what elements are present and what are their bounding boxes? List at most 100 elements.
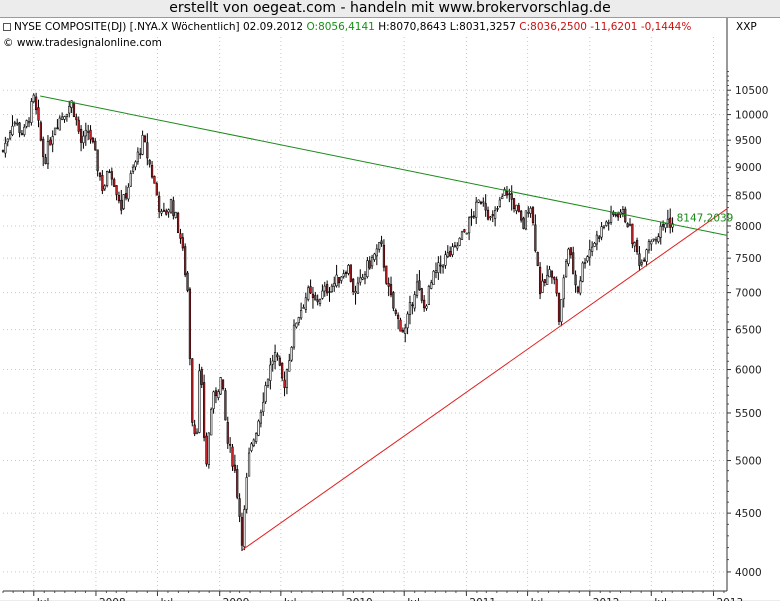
candle-down (146, 142, 149, 159)
candle-up (243, 509, 246, 548)
candle-down (553, 276, 556, 280)
candle-down (423, 299, 426, 309)
candle-down (75, 116, 78, 121)
candle-up (127, 186, 130, 200)
candle-up (58, 117, 61, 131)
candle-down (624, 208, 627, 223)
candle-up (560, 299, 563, 323)
candle-down (411, 304, 414, 307)
candle-down (224, 390, 227, 421)
candle-down (576, 286, 580, 293)
candle-down (598, 236, 601, 239)
candle-up (524, 210, 527, 230)
price-chart[interactable]: 4000 4500 5000 5500 6000 6500 7000 7500 8000 8500… (0, 18, 780, 601)
candle-up (264, 385, 267, 402)
y-tick-label: 4000 (735, 567, 762, 579)
candle-down (496, 208, 499, 210)
candle-up (434, 270, 438, 273)
candle-down (89, 129, 92, 140)
candle-up (68, 106, 71, 114)
candle-down (479, 201, 483, 204)
candle-down (614, 214, 617, 217)
resistance-value-label: 8147,2039 (677, 212, 734, 224)
candle-up (266, 378, 270, 386)
candle-down (191, 358, 194, 423)
candle-down (389, 284, 393, 296)
candle-down (278, 357, 281, 366)
candle-up (460, 231, 464, 240)
candle-down (72, 102, 76, 118)
candle-up (122, 194, 125, 209)
candle-up (465, 232, 468, 235)
candle-up (671, 223, 674, 228)
candle-down (162, 209, 165, 212)
candle-up (359, 277, 362, 283)
candle-up (335, 274, 338, 287)
y-tick-label: 6000 (735, 365, 762, 377)
x-tick-label: Jul (36, 597, 50, 601)
instrument-label: NYSE COMPOSITE(DJ) [.NYA.X Wöchentlich] … (14, 21, 304, 33)
candle-up (217, 391, 220, 398)
labels-layer: 8147,2039 (677, 212, 734, 224)
candle-down (56, 127, 59, 130)
candle-down (20, 133, 24, 135)
x-tick-label: 2011 (469, 597, 496, 601)
candle-up (87, 131, 90, 133)
candle-down (626, 223, 629, 228)
candle-down (394, 309, 397, 314)
candle-up (501, 196, 504, 200)
candle-down (311, 293, 315, 298)
candle-up (366, 260, 369, 278)
y-tick-label: 7000 (735, 288, 762, 300)
candle-down (316, 299, 319, 303)
candle-down (472, 215, 475, 218)
candle-down (120, 199, 123, 211)
candle-up (595, 234, 598, 245)
candle-down (276, 354, 279, 358)
y-tick-label: 6500 (735, 325, 762, 337)
y-tick-label: 10000 (735, 110, 768, 122)
candle-down (669, 217, 672, 228)
candle-down (531, 207, 535, 223)
candle-down (188, 288, 192, 359)
candle-up (565, 260, 568, 278)
candle-down (148, 159, 151, 165)
candle-up (654, 239, 658, 242)
y-tick-label: 9000 (735, 162, 762, 174)
candle-up (425, 305, 428, 309)
candles-layer (1, 92, 674, 552)
candle-up (136, 151, 139, 163)
candle-up (406, 313, 409, 329)
candle-down (158, 195, 161, 212)
candle-up (8, 132, 12, 139)
candle-down (401, 329, 404, 333)
candle-down (221, 379, 225, 390)
candle-down (42, 138, 45, 158)
candle-down (238, 498, 241, 517)
candle-down (536, 252, 539, 266)
y-tick-label: 7500 (735, 253, 762, 265)
candle-up (65, 113, 68, 117)
candle-up (321, 290, 324, 299)
candle-up (23, 126, 26, 135)
candle-down (139, 153, 142, 156)
candle-up (174, 211, 177, 218)
candle-up (652, 238, 655, 241)
candle-up (375, 248, 378, 257)
candle-up (63, 116, 66, 120)
candle-up (489, 216, 492, 219)
candle-down (172, 200, 175, 216)
candle-up (32, 94, 35, 103)
candle-up (562, 277, 565, 300)
candle-up (441, 265, 445, 268)
trendlines-layer (40, 95, 728, 551)
y-tick-label: 8500 (735, 191, 762, 203)
candle-down (352, 278, 355, 293)
candle-up (581, 262, 584, 282)
candle-up (262, 402, 265, 413)
candle-up (347, 265, 350, 274)
candle-up (546, 274, 549, 285)
candle-down (368, 260, 371, 269)
candle-up (453, 245, 457, 247)
chart-menu-icon[interactable] (3, 23, 11, 31)
